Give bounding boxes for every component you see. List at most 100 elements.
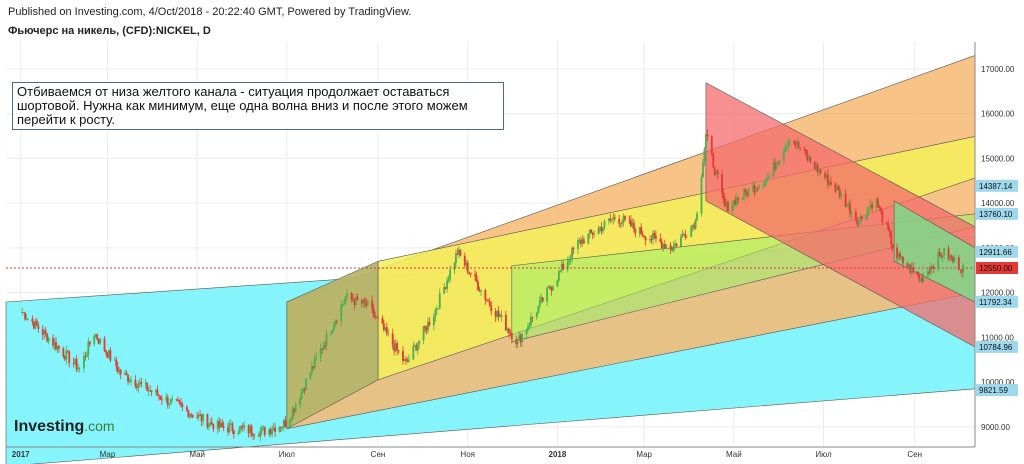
candle-body: [682, 234, 685, 236]
candle-body: [947, 248, 950, 260]
candle-body: [85, 354, 88, 357]
candle-body: [706, 133, 709, 137]
candle-body: [702, 162, 704, 178]
candle-body: [844, 193, 847, 207]
candle-body: [310, 366, 313, 373]
candle-body: [435, 308, 438, 311]
candle-body: [774, 162, 776, 170]
candle-body: [384, 327, 387, 331]
candle-body: [669, 245, 672, 250]
candle-body: [571, 247, 574, 260]
candle-body: [671, 249, 674, 251]
candle-body: [938, 252, 941, 255]
candle-body: [46, 333, 49, 342]
candle-body: [290, 418, 293, 421]
candle-body: [662, 244, 665, 249]
candle-body: [881, 211, 884, 223]
candle-body: [427, 321, 429, 331]
candle-body: [906, 263, 909, 268]
candle-body: [24, 312, 27, 320]
candle-body: [374, 315, 376, 318]
candle-body: [691, 224, 694, 227]
candle-body: [474, 274, 476, 276]
candle-body: [218, 421, 221, 428]
candle-body: [850, 211, 853, 214]
candle-body: [485, 299, 488, 301]
candle-body: [137, 384, 140, 388]
candle-body: [541, 297, 544, 302]
candle-body: [549, 286, 551, 289]
candle-body: [743, 188, 746, 198]
candle-body: [382, 323, 385, 331]
candle-body: [609, 218, 612, 221]
candle-body: [716, 170, 719, 175]
candle-body: [221, 422, 224, 427]
candle-body: [772, 162, 775, 176]
y-tick-label-2: 11000.00: [981, 333, 1014, 342]
candle-body: [443, 287, 446, 294]
candle-body: [837, 186, 840, 190]
candle-body: [696, 213, 699, 220]
candle-body: [371, 300, 374, 309]
candle-body: [590, 229, 593, 233]
candle-body: [169, 399, 172, 405]
candle-body: [385, 327, 388, 334]
candle-body: [807, 157, 810, 161]
candle-body: [628, 219, 631, 221]
candle-body: [140, 382, 143, 384]
candle-body: [613, 217, 616, 219]
candle-body: [710, 136, 713, 154]
candle-body: [118, 369, 121, 372]
y-tick-label-1: 10000.00: [981, 378, 1015, 387]
x-tick-label-7: Мар: [636, 450, 652, 459]
candle-body: [562, 263, 565, 270]
candle-body: [753, 185, 756, 193]
candle-body: [109, 350, 112, 361]
price-label-box-4: [976, 295, 1018, 308]
candle-body: [722, 192, 725, 200]
candle-body: [785, 146, 788, 148]
candle-body: [393, 344, 396, 352]
candle-body: [806, 154, 809, 161]
candle-body: [406, 360, 409, 362]
candle-body: [765, 178, 768, 183]
candle-body: [499, 316, 501, 318]
candle-body: [438, 293, 441, 309]
candle-body: [599, 227, 601, 229]
candle-body: [278, 426, 281, 432]
candle-body: [857, 221, 860, 225]
candle-body: [144, 382, 147, 384]
axes: 9000.0010000.0011000.0012000.0013000.001…: [6, 42, 1015, 459]
candle-body: [35, 320, 38, 326]
candle-body: [309, 372, 312, 379]
candle-body: [68, 351, 71, 363]
candle-body: [87, 341, 90, 355]
price-label-6: 9821.59: [979, 386, 1008, 395]
candle-body: [813, 161, 816, 170]
candle-body: [135, 386, 138, 388]
candle-body: [424, 326, 426, 328]
candle-body: [652, 233, 654, 240]
y-tick-label-5: 14000.00: [981, 199, 1015, 208]
candle-body: [713, 167, 716, 175]
candle-body: [757, 185, 760, 190]
price-label-3: 12550.00: [979, 264, 1013, 273]
candle-body: [83, 355, 85, 369]
candle-body: [188, 414, 191, 418]
candle-body: [293, 408, 296, 412]
candle-body: [825, 174, 828, 178]
candle-body: [877, 199, 879, 208]
candle-body: [444, 287, 447, 289]
candle-body: [93, 335, 96, 345]
candle-body: [43, 330, 46, 335]
candle-body: [469, 272, 472, 275]
candle-body: [680, 236, 682, 247]
candle-body: [268, 429, 271, 435]
candle-body: [943, 248, 946, 256]
candle-body: [353, 300, 356, 306]
candle-body: [879, 207, 882, 212]
candle-body: [447, 279, 450, 281]
candle-body: [528, 325, 531, 327]
candle-body: [477, 282, 479, 290]
